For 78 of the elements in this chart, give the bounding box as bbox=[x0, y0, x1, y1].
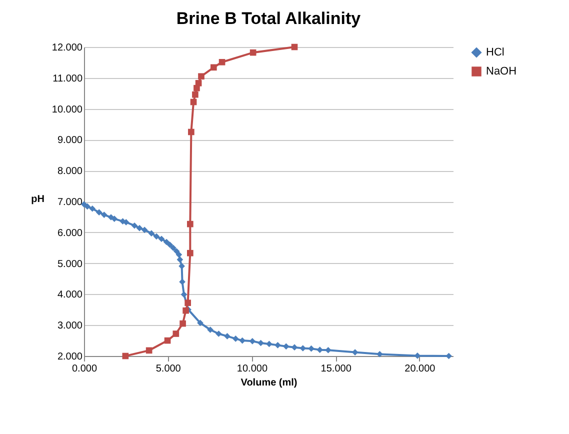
point bbox=[141, 226, 148, 234]
point bbox=[197, 320, 204, 326]
legend-label: HCl bbox=[486, 46, 504, 58]
point bbox=[207, 326, 214, 333]
point bbox=[446, 352, 452, 360]
point bbox=[325, 346, 332, 354]
point bbox=[184, 300, 191, 306]
y-tick-label: 9.000 bbox=[57, 135, 83, 146]
point bbox=[96, 209, 102, 216]
y-tick-label: 5.000 bbox=[57, 258, 83, 270]
point bbox=[178, 262, 185, 270]
point bbox=[163, 238, 170, 246]
point bbox=[180, 291, 188, 298]
point bbox=[164, 337, 171, 344]
point bbox=[300, 345, 306, 352]
point bbox=[198, 73, 204, 80]
point bbox=[146, 347, 152, 354]
point bbox=[250, 49, 256, 56]
y-tick-label: 11.000 bbox=[52, 73, 83, 84]
point bbox=[195, 80, 202, 86]
point bbox=[376, 350, 383, 358]
x-tick-label: 0.000 bbox=[72, 364, 98, 374]
point bbox=[180, 320, 186, 327]
point bbox=[192, 91, 198, 98]
x-axis-title: Volume (ml) bbox=[240, 378, 298, 388]
point bbox=[187, 250, 194, 256]
y-tick-label: 4.000 bbox=[57, 290, 83, 301]
legend-label: NaOH bbox=[486, 66, 517, 78]
point bbox=[100, 212, 108, 218]
x-tick-label: 15.000 bbox=[320, 364, 352, 374]
point bbox=[172, 330, 180, 337]
point bbox=[170, 244, 176, 252]
point bbox=[218, 58, 226, 66]
point bbox=[187, 220, 194, 228]
point bbox=[166, 242, 174, 248]
point bbox=[239, 337, 246, 344]
point bbox=[131, 222, 138, 229]
point bbox=[158, 236, 165, 242]
point bbox=[352, 349, 358, 356]
point bbox=[232, 336, 239, 342]
y-tick-label: 7.000 bbox=[57, 197, 83, 208]
point bbox=[176, 251, 182, 258]
x-tick-label: 20.000 bbox=[404, 364, 436, 374]
point bbox=[224, 333, 230, 340]
point bbox=[84, 203, 91, 210]
point bbox=[216, 330, 222, 337]
x-tick-label: 10.000 bbox=[236, 364, 268, 374]
y-axis-title: pH bbox=[31, 194, 44, 205]
point bbox=[136, 224, 143, 232]
point bbox=[291, 44, 298, 50]
y-tick-label: 10.000 bbox=[52, 104, 83, 116]
point bbox=[148, 230, 155, 236]
y-tick-label: 12.000 bbox=[52, 42, 83, 54]
point bbox=[210, 64, 217, 71]
point bbox=[266, 340, 272, 348]
y-tick-label: 3.000 bbox=[57, 320, 83, 332]
point bbox=[258, 340, 264, 346]
point bbox=[122, 352, 129, 360]
point bbox=[316, 346, 323, 353]
x-tick-label: 5.000 bbox=[156, 364, 182, 374]
point bbox=[111, 216, 118, 222]
point bbox=[249, 338, 256, 344]
point bbox=[282, 343, 290, 350]
point bbox=[308, 345, 314, 352]
chart-title: Brine B Total Alkalinity bbox=[176, 9, 362, 28]
y-tick-label: 2.000 bbox=[57, 352, 83, 362]
y-tick-label: 8.000 bbox=[57, 166, 83, 178]
point bbox=[182, 307, 189, 314]
point bbox=[274, 342, 281, 348]
point bbox=[190, 98, 197, 106]
point bbox=[122, 219, 130, 226]
point bbox=[414, 352, 421, 359]
point bbox=[176, 256, 184, 263]
y-tick-label: 6.000 bbox=[57, 228, 83, 239]
point bbox=[291, 344, 298, 351]
point bbox=[89, 205, 96, 212]
point bbox=[188, 128, 194, 136]
point bbox=[153, 233, 160, 240]
